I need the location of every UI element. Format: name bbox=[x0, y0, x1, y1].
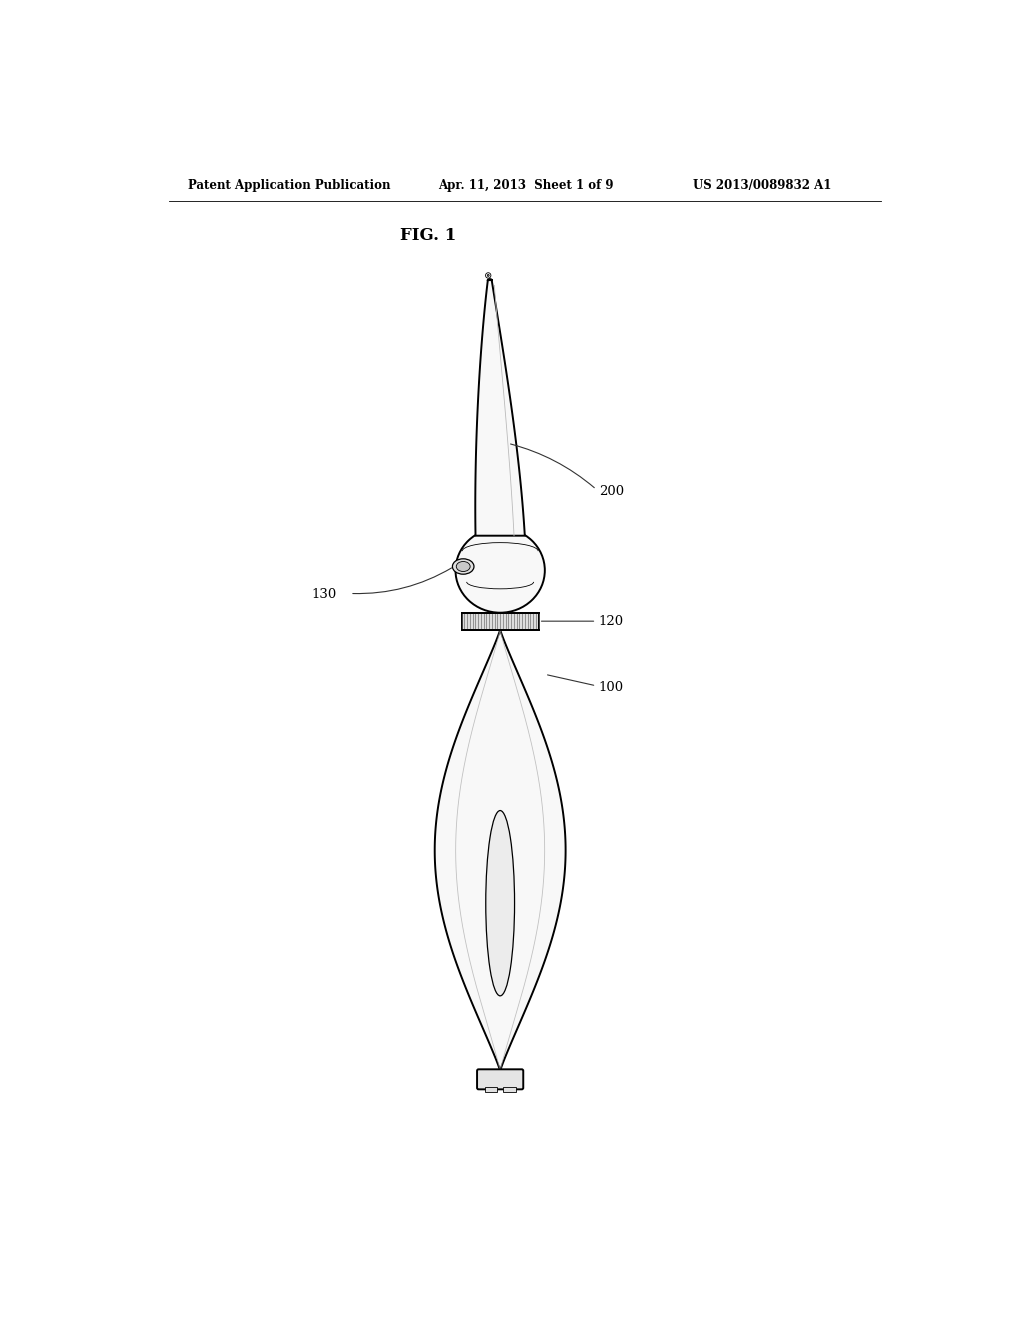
Bar bbox=[462, 612, 539, 630]
Ellipse shape bbox=[453, 558, 474, 574]
Text: FIG. 1: FIG. 1 bbox=[400, 227, 457, 244]
Bar bbox=[484, 1088, 497, 1093]
Circle shape bbox=[485, 273, 490, 279]
Text: 200: 200 bbox=[599, 484, 624, 498]
Text: 130: 130 bbox=[311, 589, 337, 602]
Polygon shape bbox=[435, 630, 565, 1071]
Ellipse shape bbox=[456, 528, 545, 612]
Bar bbox=[503, 1088, 515, 1093]
Text: 100: 100 bbox=[599, 681, 624, 694]
Polygon shape bbox=[475, 279, 524, 536]
Text: Patent Application Publication: Patent Application Publication bbox=[188, 178, 391, 191]
Circle shape bbox=[487, 275, 489, 276]
Ellipse shape bbox=[485, 810, 514, 995]
Text: Apr. 11, 2013  Sheet 1 of 9: Apr. 11, 2013 Sheet 1 of 9 bbox=[438, 178, 614, 191]
Ellipse shape bbox=[457, 561, 470, 572]
Text: US 2013/0089832 A1: US 2013/0089832 A1 bbox=[692, 178, 831, 191]
FancyBboxPatch shape bbox=[477, 1069, 523, 1089]
Ellipse shape bbox=[490, 825, 510, 982]
Text: 120: 120 bbox=[599, 615, 624, 628]
